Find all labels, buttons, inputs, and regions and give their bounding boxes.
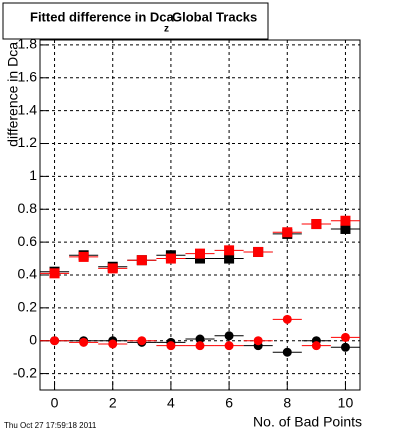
circle-marker (195, 341, 205, 351)
x-tick-label: 10 (338, 395, 354, 411)
y-tick-label: 0 (29, 331, 37, 347)
x-tick-label: 8 (283, 395, 291, 411)
x-axis-label: No. of Bad Points (253, 414, 362, 430)
circle-marker (137, 336, 147, 346)
circle-marker (50, 336, 60, 346)
square-marker (340, 215, 351, 226)
title-suffix: Global Tracks (172, 9, 257, 24)
circle-marker (166, 341, 176, 351)
circle-marker (253, 336, 263, 346)
circle-marker (224, 331, 234, 341)
plot-frame (39, 39, 361, 391)
y-tick-label: 0.4 (18, 266, 38, 282)
y-tick-label: 0.8 (18, 200, 38, 216)
square-marker (340, 223, 351, 234)
timestamp: Thu Oct 27 17:59:18 2011 (4, 421, 97, 430)
circle-marker (195, 334, 205, 344)
circle-marker (311, 341, 321, 351)
square-marker (165, 253, 176, 264)
square-marker (224, 253, 235, 264)
chart-title: Fitted difference in Dca (30, 9, 175, 24)
x-tick-label: 0 (51, 395, 59, 411)
y-tick-label: -0.2 (13, 364, 37, 380)
square-marker (136, 255, 147, 266)
title-box (2, 2, 269, 40)
circle-marker (108, 339, 118, 349)
square-marker (49, 268, 60, 279)
circle-marker (282, 314, 292, 324)
circle-marker (282, 347, 292, 357)
circle-marker (79, 337, 89, 347)
square-marker (224, 245, 235, 256)
circle-marker (340, 332, 350, 342)
y-tick-label: 1.2 (18, 134, 38, 150)
square-marker (78, 251, 89, 262)
square-marker (311, 219, 322, 230)
square-marker (107, 263, 118, 274)
circle-marker (340, 342, 350, 352)
square-marker (282, 227, 293, 238)
circle-marker (224, 341, 234, 351)
y-tick-label: 0.6 (18, 233, 38, 249)
title-subscript: z (164, 24, 169, 35)
x-tick-label: 6 (225, 395, 233, 411)
square-marker (253, 246, 264, 257)
square-marker (195, 248, 205, 259)
x-tick-label: 4 (167, 395, 175, 411)
y-tick-label: 0.2 (18, 299, 38, 315)
x-tick-label: 2 (109, 395, 117, 411)
y-tick-label: 1.6 (18, 68, 38, 84)
y-tick-label: 1 (29, 167, 37, 183)
y-tick-label: 1.8 (18, 36, 38, 52)
y-tick-label: 1.4 (18, 101, 38, 117)
y-axis-label: difference in Dca (5, 42, 21, 147)
